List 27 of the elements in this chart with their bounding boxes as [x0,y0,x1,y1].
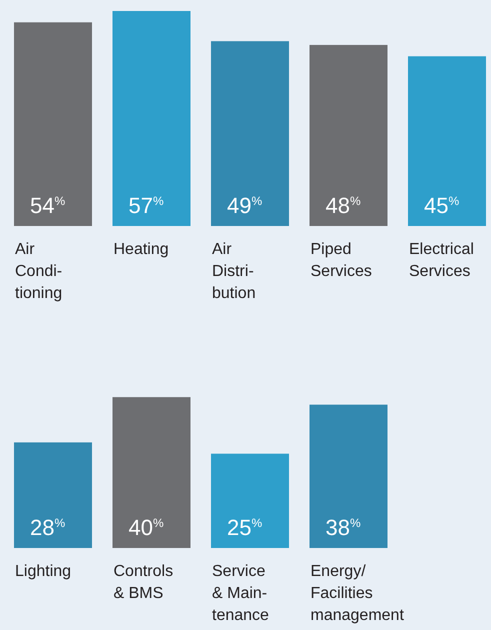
bar [310,404,388,548]
bar [211,454,289,548]
data-label: 54$^{%}$ [30,193,66,218]
data-label: 57$^{%}$ [128,193,164,218]
x-tick-label: Service & Main- tenance [212,563,270,624]
x-tick-label: Heating [114,241,169,258]
x-tick-label: Energy/ Facilities management [310,563,404,624]
x-tick-label: Controls & BMS [114,563,174,602]
bar [408,56,486,226]
data-label: 38$^{%}$ [326,515,361,540]
x-tick-label: Air Condi- tioning [15,241,62,302]
data-label: 28$^{%}$ [30,515,66,540]
bar [310,44,388,226]
bar [112,397,190,548]
bar [14,442,92,548]
data-label: 49$^{%}$ [227,193,262,218]
x-tick-label: Lighting [15,563,72,580]
data-label: 40$^{%}$ [128,515,164,540]
x-tick-label: Air Distri- bution [212,241,256,302]
x-tick-label: Piped Services [310,241,372,280]
bar [211,41,289,226]
x-tick-label: Electrical Services [409,241,474,280]
data-label: 48$^{%}$ [326,193,361,218]
bar [112,11,190,226]
data-label: 45$^{%}$ [424,193,460,218]
bar [14,22,92,226]
data-label: 25$^{%}$ [227,515,262,540]
